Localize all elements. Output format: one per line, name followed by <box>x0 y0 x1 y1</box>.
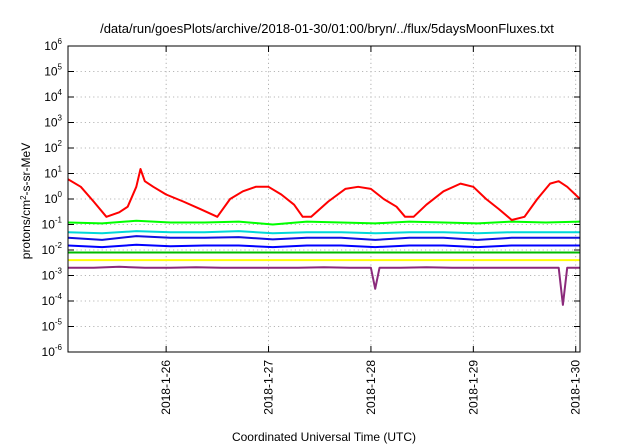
x-axis: 2018-1-26 2018-1-27 2018-1-28 2018-1-29 2018… <box>159 46 583 415</box>
series-line-4 <box>68 235 580 241</box>
y-axis: 10-610-510-410-310-210-11001011021031041… <box>42 37 580 359</box>
y-tick-base: 10 <box>42 269 56 283</box>
y-tick-base: 10 <box>44 141 58 155</box>
y-tick-label: 105 <box>44 63 62 79</box>
y-tick-label: 101 <box>44 165 62 181</box>
y-tick-base: 10 <box>44 116 58 130</box>
y-tick-label: 10-4 <box>42 292 63 308</box>
series-line-3 <box>68 230 580 235</box>
y-axis-label-rest: -s-sr-MeV <box>19 143 33 196</box>
x-tick-label: 2018-1-29 <box>466 360 480 415</box>
y-tick-label: 10-3 <box>42 267 63 283</box>
y-tick-exponent: -2 <box>55 241 63 250</box>
grid-lines <box>68 46 580 352</box>
y-tick-label: 103 <box>44 114 62 130</box>
y-tick-exponent: 6 <box>58 37 63 46</box>
y-tick-base: 10 <box>44 90 58 104</box>
x-tick-label: 2018-1-27 <box>262 360 276 415</box>
y-tick-exponent: -1 <box>55 216 63 225</box>
series-line-5 <box>68 243 580 249</box>
y-tick-exponent: -5 <box>55 318 63 327</box>
y-tick-base: 10 <box>44 192 58 206</box>
y-axis-label-superscript: 2 <box>19 195 28 200</box>
y-tick-base: 10 <box>42 243 56 257</box>
x-axis-label: Coordinated Universal Time (UTC) <box>232 430 416 444</box>
y-tick-base: 10 <box>42 218 56 232</box>
x-tick-label: 2018-1-30 <box>569 360 583 415</box>
y-tick-label: 104 <box>44 88 62 104</box>
x-tick-label: 2018-1-28 <box>364 360 378 415</box>
y-tick-exponent: -6 <box>55 343 63 352</box>
y-tick-label: 102 <box>44 139 62 155</box>
y-tick-label: 106 <box>44 37 62 53</box>
y-tick-label: 10-5 <box>42 318 63 334</box>
y-tick-exponent: -3 <box>55 267 63 276</box>
y-tick-label: 10-1 <box>42 216 63 232</box>
y-axis-label: protons/cm2-s-sr-MeV <box>19 143 34 259</box>
y-tick-exponent: 1 <box>58 165 63 174</box>
y-tick-base: 10 <box>44 65 58 79</box>
y-tick-exponent: 0 <box>58 190 63 199</box>
y-tick-exponent: 2 <box>58 139 63 148</box>
y-tick-base: 10 <box>42 345 56 359</box>
series-line-2 <box>68 219 580 226</box>
y-tick-base: 10 <box>44 167 58 181</box>
x-tick-label: 2018-1-26 <box>159 360 173 415</box>
y-axis-label-base: protons/cm <box>19 200 33 259</box>
y-tick-base: 10 <box>44 39 58 53</box>
plot-area <box>68 168 580 306</box>
y-tick-exponent: 5 <box>58 63 63 72</box>
y-tick-exponent: -4 <box>55 292 63 301</box>
y-tick-base: 10 <box>42 320 56 334</box>
y-tick-exponent: 4 <box>58 88 63 97</box>
chart-title: /data/run/goesPlots/archive/2018-01-30/0… <box>100 21 554 36</box>
y-tick-label: 100 <box>44 190 62 206</box>
series-layer <box>68 168 580 306</box>
y-tick-label: 10-6 <box>42 343 63 359</box>
series-line-8 <box>68 265 580 306</box>
y-tick-exponent: 3 <box>58 114 63 123</box>
y-tick-base: 10 <box>42 294 56 308</box>
y-tick-label: 10-2 <box>42 241 63 257</box>
series-line-1 <box>68 168 580 221</box>
